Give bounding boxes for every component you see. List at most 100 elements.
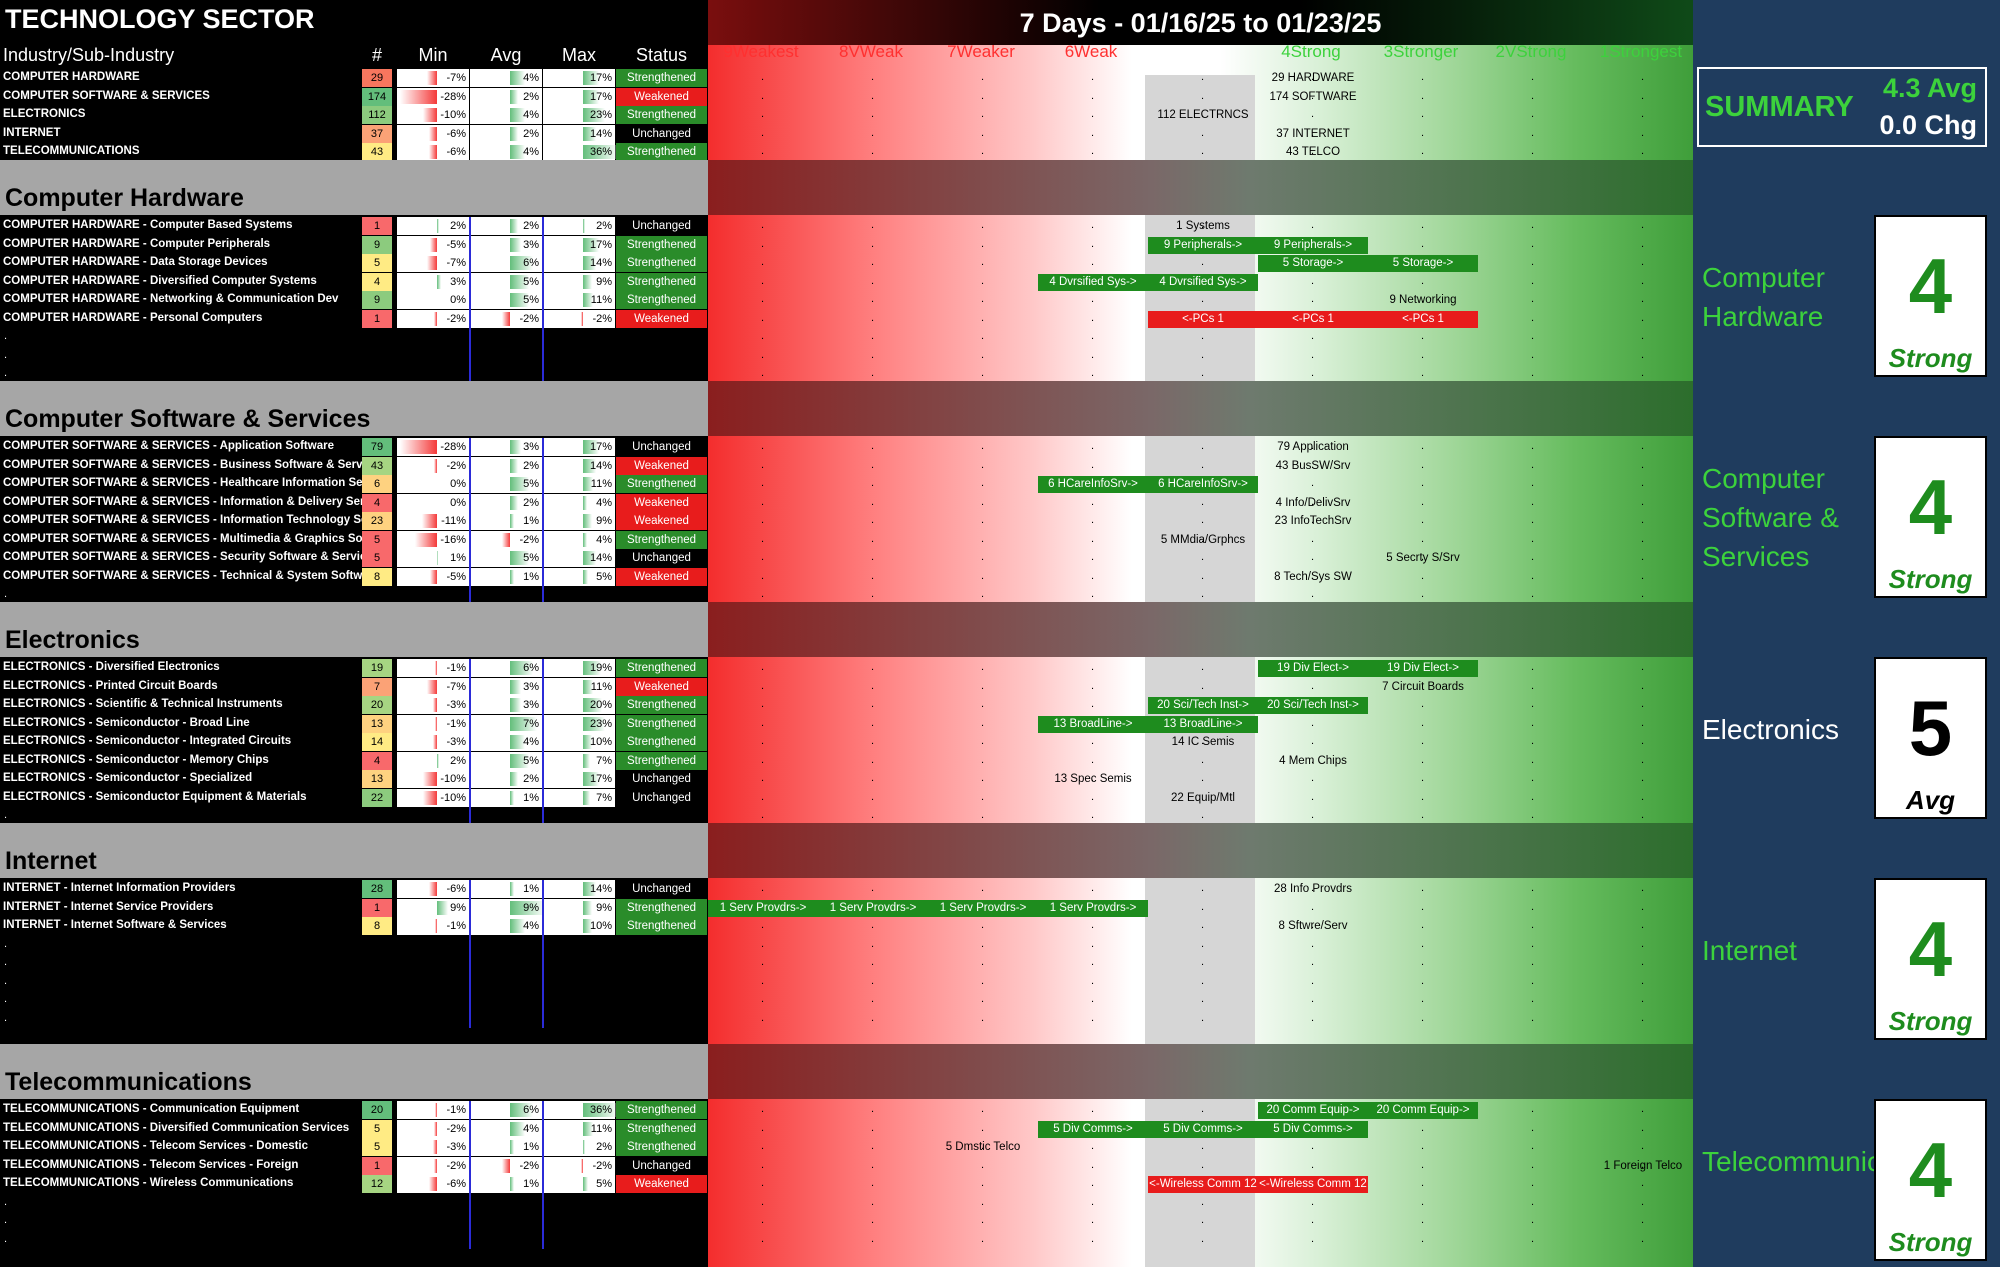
header-avg: Avg [490,45,522,65]
grid-dot: . [1641,145,1645,157]
grid-dot: . [871,956,875,968]
row-label: COMPUTER HARDWARE [3,71,140,83]
grid-dot: . [1421,588,1425,600]
empty-dot: . [4,1232,8,1245]
bar-value: -2% [519,312,539,325]
score-word: Strong [1888,1006,1973,1036]
avg-cell: 1% [470,788,542,807]
column-header-1strongest: 1Strongest [1599,42,1683,61]
grid-dot: . [871,219,875,231]
grid-dot: . [871,937,875,950]
bar-value: 5% [596,570,612,583]
grid-dot: . [1201,219,1205,231]
section-grid-band [708,381,1693,436]
grid-dot: . [1421,1232,1425,1245]
grid-dot: . [1421,569,1425,582]
bar-value: 0% [450,294,466,306]
grid-dot: . [1421,937,1425,950]
grid-dot: . [1201,569,1205,582]
grid-dot: . [1641,330,1645,342]
grid-dot: . [1641,900,1645,913]
row-label: INTERNET - Internet Information Provider… [3,882,236,894]
table-row: COMPUTER HARDWARE - Networking & Communi… [0,291,708,310]
section-header-band [0,602,708,657]
mini-bar [582,126,597,141]
max-cell: 17% [543,770,615,788]
strength-tag: <-PCs 1 [1368,310,1478,328]
grid-dot: . [871,145,875,157]
grid-dot: . [761,274,765,287]
grid-dot: . [1641,569,1645,582]
max-cell: 7% [543,788,615,807]
row-label: COMPUTER SOFTWARE & SERVICES - Technical… [3,569,363,582]
grid-dot: . [1311,974,1315,987]
min-cell: -1% [397,917,469,935]
count-cell: 8 [362,917,392,935]
grid-dot: . [1201,974,1205,987]
grid-dot: . [1641,495,1645,508]
grid-dot: . [871,108,875,120]
mini-bar [509,679,522,694]
grid-dot: . [1091,532,1095,545]
empty-dot: . [4,974,8,987]
max-cell: 17% [543,438,615,456]
avg-divider-line [469,217,471,384]
min-cell: -3% [397,1138,469,1156]
bar-value: 7% [596,791,612,804]
mini-bar [509,753,530,768]
grid-dot: . [761,108,765,120]
mini-bar [582,219,585,233]
table-row: TELECOMMUNICATIONS - Diversified Communi… [0,1120,708,1139]
grid-dot: . [1201,809,1205,821]
grid-dot: . [1531,900,1535,913]
grid-dot: . [871,1232,875,1245]
bar-value: 4% [596,496,612,509]
mini-bar [509,458,518,473]
grid-dot: . [1311,458,1315,471]
grid-dot: . [871,293,875,305]
count-cell: 12 [362,1175,392,1193]
count-cell: 4 [362,751,392,770]
min-cell: -5% [397,567,469,586]
avg-cell: 3% [470,438,542,456]
grid-dot: . [1311,753,1315,766]
bar-value: 11% [590,1122,612,1135]
status-badge: Strengthened [616,751,707,770]
column-header-4strong: 4Strong [1281,42,1341,61]
grid-dot: . [1091,698,1095,710]
section-grid-band [708,1044,1693,1099]
grid-dot: . [1531,1103,1535,1115]
grid-dot: . [1531,219,1535,231]
count-cell: 1 [362,217,392,235]
grid-dot: . [981,1011,985,1024]
grid-dot: . [1311,735,1315,747]
grid-dot: . [981,1232,985,1245]
mini-bar [582,716,606,731]
grid-dot: . [981,1121,985,1134]
mini-bar [509,900,546,915]
grid-dot: . [1091,974,1095,987]
section-summary-label: Computer Hardware [1702,262,1825,332]
avg-cell: 4% [470,106,542,124]
grid-dot: . [871,71,875,83]
grid-dot: . [1091,89,1095,102]
grid-dot: . [1091,919,1095,931]
max-cell: -2% [543,1156,615,1175]
grid-dot: . [1641,237,1645,250]
grid-dot: . [1091,993,1095,1005]
table-row: COMPUTER SOFTWARE & SERVICES - Informati… [0,494,708,513]
strength-tag: 13 Spec Semis [1054,773,1132,785]
row-label: COMPUTER HARDWARE - Computer Peripherals [3,237,271,250]
grid-dot: . [1641,1103,1645,1115]
grid-dot: . [981,551,985,563]
bar-value: 2% [523,90,539,103]
table-row: INTERNET - Internet Information Provider… [0,880,708,899]
header-industry: Industry/Sub-Industry [3,45,175,65]
strength-tag: 43 TELCO [1285,146,1341,158]
bar-value: -11% [441,515,466,527]
count-cell: 43 [362,456,392,475]
strength-tag: 1 Serv Provdrs-> [928,899,1038,917]
bar-value: 2% [450,754,466,767]
avg-cell: 9% [470,898,546,917]
grid-dot: . [871,716,875,729]
